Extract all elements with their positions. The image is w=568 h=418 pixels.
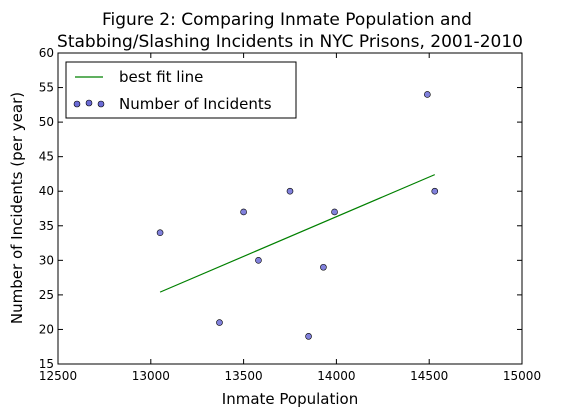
chart-title-line-1: Figure 2: Comparing Inmate Population an… bbox=[102, 10, 472, 30]
series-layer bbox=[156, 91, 439, 340]
legend-label-best-fit-line: best fit line bbox=[119, 68, 203, 86]
y-tick-label: 45 bbox=[39, 150, 54, 164]
x-tick-label: 15000 bbox=[503, 369, 541, 383]
legend-swatch-dot bbox=[85, 99, 93, 107]
data-point bbox=[286, 187, 294, 195]
chart-title-line-2: Stabbing/Slashing Incidents in NYC Priso… bbox=[57, 32, 523, 52]
legend-swatch-dot bbox=[73, 100, 81, 108]
ticks-layer: 12500 13000 13500 14000 14500 15000 15 20 25 30 35… bbox=[39, 46, 541, 383]
data-point bbox=[156, 229, 164, 236]
y-tick-label: 15 bbox=[39, 357, 54, 371]
data-point bbox=[320, 263, 327, 271]
legend-box bbox=[65, 61, 297, 119]
x-tick-label: 13000 bbox=[132, 369, 170, 383]
x-tick-label: 13500 bbox=[225, 369, 263, 383]
x-tick-label: 12500 bbox=[39, 369, 77, 383]
data-point bbox=[216, 319, 223, 326]
data-point bbox=[255, 257, 262, 264]
data-point bbox=[424, 91, 431, 98]
y-axis-label: Number of Incidents (per year) bbox=[8, 92, 26, 324]
y-tick-label: 55 bbox=[39, 81, 54, 95]
legend-swatch-dot bbox=[97, 100, 105, 108]
y-tick-label: 35 bbox=[39, 219, 54, 233]
legend: best fit line Number of Incidents bbox=[65, 61, 297, 119]
y-tick-label: 25 bbox=[39, 288, 54, 302]
y-tick-label: 50 bbox=[39, 115, 54, 129]
plot-frame bbox=[57, 52, 523, 365]
y-tick-label: 20 bbox=[39, 322, 54, 336]
x-tick-label: 14500 bbox=[410, 369, 448, 383]
x-axis-label: Inmate Population bbox=[222, 390, 358, 408]
data-point bbox=[331, 208, 338, 216]
x-tick-label: 14000 bbox=[317, 369, 355, 383]
y-tick-label: 30 bbox=[39, 253, 54, 267]
data-point bbox=[431, 187, 439, 195]
best-fit-line bbox=[159, 174, 436, 293]
data-point bbox=[240, 208, 247, 216]
y-tick-label: 40 bbox=[39, 184, 54, 198]
y-tick-label: 60 bbox=[39, 46, 54, 60]
data-point bbox=[305, 333, 312, 340]
legend-label-number-of-incidents: Number of Incidents bbox=[119, 95, 272, 113]
